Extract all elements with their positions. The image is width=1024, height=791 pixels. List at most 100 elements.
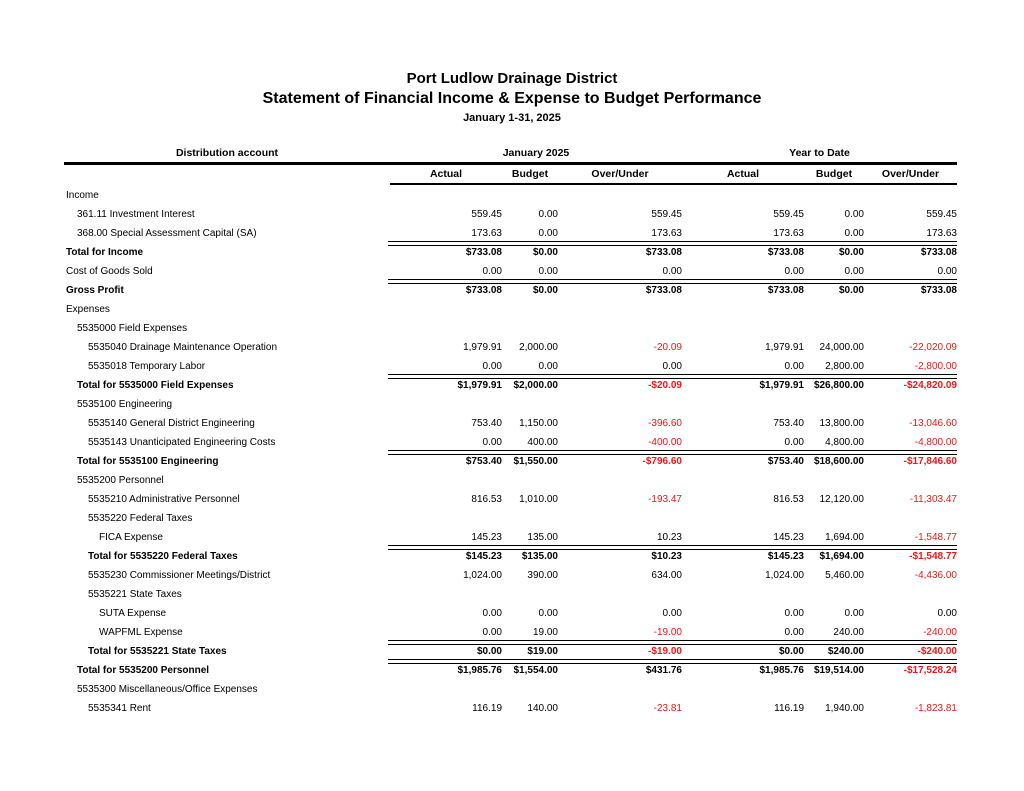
table-row: Income [64, 186, 957, 205]
table-row: 5535018 Temporary Labor 0.00 0.00 0.00 0… [64, 357, 957, 376]
table-row: 361.11 Investment Interest 559.45 0.00 5… [64, 205, 957, 224]
ytd-budget-value: 12,120.00 [819, 494, 865, 505]
table-row: 5535220 Federal Taxes [64, 509, 957, 528]
table-row: Total for Income $733.08 $0.00 $733.08 $… [64, 241, 957, 262]
ytd-actual-value [682, 186, 804, 205]
ytd-actual-value: $145.23 [767, 551, 804, 562]
account-label: Total for 5535100 Engineering [77, 456, 219, 467]
column-group-row: Distribution account January 2025 Year t… [64, 147, 957, 162]
jan-over-under-value: -193.47 [648, 494, 682, 505]
ytd-actual-value: 0.00 [784, 437, 804, 448]
ytd-over-under-value: -$17,528.24 [903, 665, 957, 676]
ytd-budget-value: 0.00 [844, 266, 864, 277]
ytd-actual-value: $1,985.76 [759, 665, 805, 676]
ytd-over-under-value [864, 680, 957, 699]
ytd-over-under-value [864, 509, 957, 528]
jan-actual-value: $733.08 [465, 247, 502, 258]
ytd-actual-value [682, 509, 804, 528]
ytd-actual-value: 145.23 [773, 532, 804, 543]
jan-actual-value: 0.00 [482, 361, 502, 372]
jan-budget-value [502, 509, 558, 528]
col-header-jan-over-under: Over/Under [591, 168, 649, 180]
jan-actual-value [390, 680, 502, 699]
jan-over-under-value: 173.63 [651, 228, 682, 239]
jan-over-under-value: $733.08 [645, 247, 682, 258]
jan-budget-value: $1,550.00 [513, 456, 559, 467]
jan-budget-value: 140.00 [527, 703, 558, 714]
jan-over-under-value: 559.45 [651, 209, 682, 220]
table-row: 368.00 Special Assessment Capital (SA) 1… [64, 224, 957, 243]
ytd-actual-value: 116.19 [774, 703, 804, 714]
ytd-actual-value: $1,979.91 [759, 380, 805, 391]
jan-budget-value: $2,000.00 [513, 380, 559, 391]
ytd-budget-value: 4,800.00 [825, 437, 864, 448]
ytd-budget-value: $18,600.00 [813, 456, 864, 467]
account-label: 5535221 State Taxes [88, 589, 182, 600]
ytd-budget-value: $0.00 [838, 285, 864, 296]
table-row: 5535341 Rent 116.19 140.00 -23.81 116.19… [64, 699, 957, 718]
jan-over-under-value: $10.23 [651, 551, 682, 562]
jan-actual-value [390, 300, 502, 319]
table-row: Total for 5535221 State Taxes $0.00 $19.… [64, 640, 957, 661]
jan-actual-value: 0.00 [482, 437, 502, 448]
ytd-actual-value: 559.45 [773, 209, 804, 220]
jan-actual-value: $0.00 [476, 646, 502, 657]
table-row: 5535221 State Taxes [64, 585, 957, 604]
jan-over-under-value: 0.00 [662, 266, 682, 277]
ytd-actual-value [682, 585, 804, 604]
jan-actual-value [390, 186, 502, 205]
ytd-actual-value [682, 680, 804, 699]
account-label: Total for 5535200 Personnel [77, 665, 210, 676]
jan-budget-value: $135.00 [521, 551, 558, 562]
account-label: Total for 5535000 Field Expenses [77, 380, 234, 391]
jan-actual-value: 816.53 [471, 494, 502, 505]
account-label: 368.00 Special Assessment Capital (SA) [77, 228, 257, 239]
jan-budget-value [502, 471, 558, 490]
jan-budget-value [502, 585, 558, 604]
ytd-over-under-value [864, 186, 957, 205]
ytd-actual-value: 1,979.91 [765, 342, 804, 353]
table-row: 5535230 Commissioner Meetings/District 1… [64, 566, 957, 585]
jan-budget-value: 0.00 [538, 608, 558, 619]
table-row: Total for 5535000 Field Expenses $1,979.… [64, 374, 957, 395]
jan-over-under-value: 10.23 [656, 532, 682, 543]
account-label: Total for 5535220 Federal Taxes [88, 551, 238, 562]
jan-over-under-value [558, 471, 682, 490]
jan-actual-value: 0.00 [482, 608, 502, 619]
ytd-over-under-value: -$17,846.60 [903, 456, 957, 467]
report-title: Port Ludlow Drainage District [406, 70, 618, 87]
jan-budget-value [502, 395, 558, 414]
table-row: Cost of Goods Sold 0.00 0.00 0.00 0.00 0… [64, 262, 957, 281]
jan-budget-value [502, 300, 558, 319]
table-row: 5535210 Administrative Personnel 816.53 … [64, 490, 957, 509]
col-header-spacer [64, 165, 390, 184]
account-label: 5535341 Rent [88, 703, 151, 714]
ytd-over-under-value: 0.00 [937, 608, 957, 619]
jan-actual-value [390, 319, 502, 338]
jan-budget-value: $19.00 [527, 646, 558, 657]
jan-budget-value: $0.00 [532, 247, 558, 258]
ytd-actual-value: 0.00 [784, 361, 804, 372]
jan-over-under-value [558, 509, 682, 528]
jan-over-under-value: -19.00 [653, 627, 682, 638]
ytd-budget-value [804, 509, 864, 528]
column-header-row: Actual Budget Over/Under Actual Budget O… [64, 165, 957, 183]
report-date-range: January 1-31, 2025 [463, 112, 561, 124]
ytd-actual-value [682, 300, 804, 319]
jan-budget-value: 135.00 [527, 532, 558, 543]
account-label: 5535200 Personnel [77, 475, 164, 486]
ytd-budget-value: $240.00 [827, 646, 864, 657]
table-row: SUTA Expense 0.00 0.00 0.00 0.00 0.00 0.… [64, 604, 957, 623]
ytd-over-under-value: -4,800.00 [914, 437, 957, 448]
account-label: 5535143 Unanticipated Engineering Costs [88, 437, 276, 448]
jan-budget-value: $1,554.00 [513, 665, 559, 676]
ytd-budget-value: $1,694.00 [819, 551, 865, 562]
jan-budget-value: 0.00 [538, 209, 558, 220]
jan-actual-value: 0.00 [482, 627, 502, 638]
account-label: Income [66, 190, 99, 201]
ytd-actual-value: 1,024.00 [765, 570, 804, 581]
jan-over-under-value [558, 585, 682, 604]
ytd-over-under-value: -$1,548.77 [909, 551, 957, 562]
account-label: Total for 5535221 State Taxes [88, 646, 227, 657]
col-group-january: January 2025 [502, 147, 570, 159]
